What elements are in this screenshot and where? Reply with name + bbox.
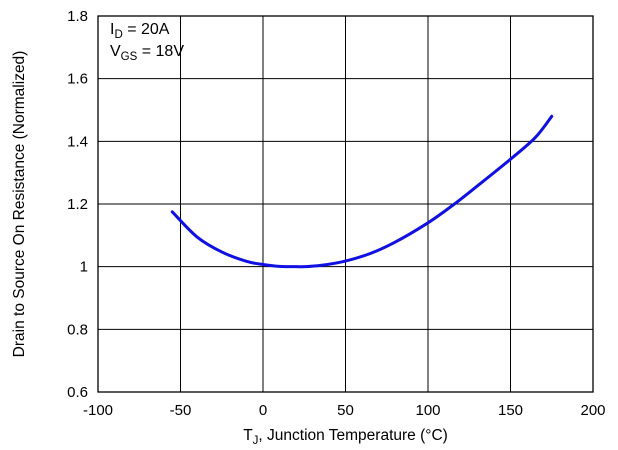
x-tick-labels: -100 -50 0 50 100 150 200 (83, 402, 606, 419)
series-line (170, 114, 554, 269)
y-tick-label: 1.2 (67, 196, 88, 213)
x-tick-label: -100 (83, 402, 113, 419)
x-tick-label: 150 (498, 402, 523, 419)
y-tick-label: 0.8 (67, 321, 88, 338)
y-tick-label: 1.8 (67, 8, 88, 25)
y-tick-labels: 0.6 0.8 1 1.2 1.4 1.6 1.8 (67, 8, 88, 401)
plot-frame (97, 15, 594, 393)
annotation-drain-current: ID = 20A (110, 21, 170, 41)
x-tick-label: 50 (337, 402, 354, 419)
y-tick-label: 1 (80, 259, 88, 276)
x-tick-label: 100 (415, 402, 440, 419)
x-axis-label: TJ, Junction Temperature (°C) (243, 427, 448, 447)
x-tick-label: -50 (170, 402, 192, 419)
y-tick-label: 1.6 (67, 71, 88, 88)
y-tick-label: 0.6 (67, 384, 88, 401)
y-axis-label: Drain to Source On Resistance (Normalize… (11, 51, 28, 358)
x-tick-label: 0 (259, 402, 267, 419)
grid-lines (98, 16, 593, 392)
annotation-gate-voltage: VGS = 18V (110, 43, 184, 63)
y-tick-label: 1.4 (67, 133, 88, 150)
x-tick-label: 200 (580, 402, 605, 419)
